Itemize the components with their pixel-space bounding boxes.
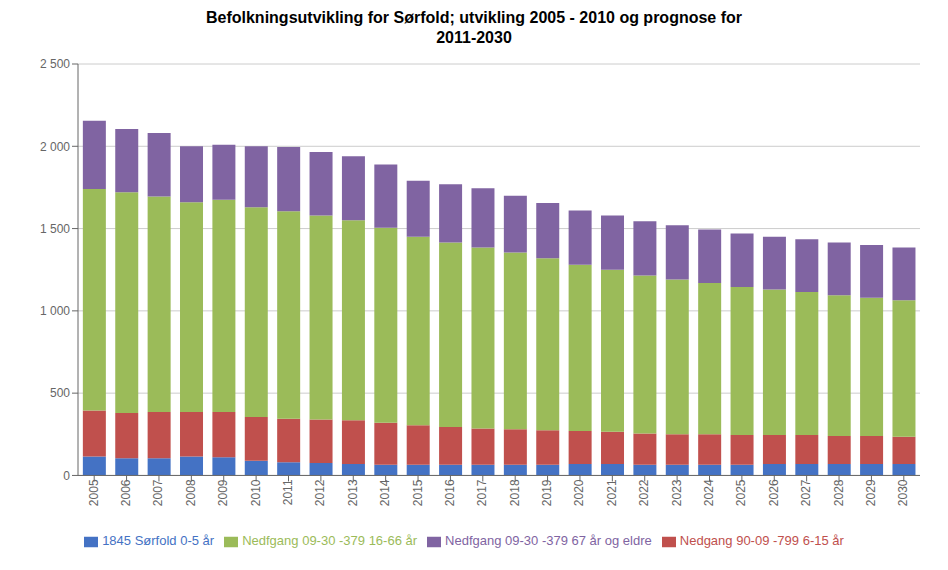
svg-text:2007: 2007 <box>151 479 165 506</box>
svg-text:2019: 2019 <box>540 479 554 506</box>
svg-text:2013: 2013 <box>346 479 360 506</box>
svg-text:2025: 2025 <box>734 479 748 506</box>
svg-text:2028: 2028 <box>832 479 846 506</box>
html-text:Nedfgang 09-30 -379 67 år og e: Nedfgang 09-30 -379 67 år og eldre <box>445 533 652 549</box>
svg-text:2023: 2023 <box>670 479 684 506</box>
svg-text:2012: 2012 <box>313 479 327 506</box>
svg-text:2005: 2005 <box>87 479 101 506</box>
svg-text:2020: 2020 <box>572 479 586 506</box>
svg-text:2 500: 2 500 <box>40 57 70 71</box>
svg-text:2022: 2022 <box>637 479 651 506</box>
svg-text:2026: 2026 <box>767 479 781 506</box>
svg-text:2010: 2010 <box>249 479 263 506</box>
svg-text:2 000: 2 000 <box>40 140 70 154</box>
svg-text:2011: 2011 <box>281 479 295 505</box>
html-text:Nedgang 90-09 -799 6-15 år: Nedgang 90-09 -799 6-15 år <box>679 533 844 549</box>
svg-text:2029: 2029 <box>864 479 878 506</box>
svg-text:2015: 2015 <box>411 479 425 506</box>
svg-text:2018: 2018 <box>508 479 522 506</box>
svg-text:2030: 2030 <box>896 479 910 506</box>
svg-text:2017: 2017 <box>475 479 489 506</box>
svg-text:2024: 2024 <box>702 479 716 506</box>
svg-text:0: 0 <box>63 469 70 483</box>
svg-text:2027: 2027 <box>799 479 813 506</box>
svg-text:2016: 2016 <box>443 479 457 506</box>
svg-text:2021: 2021 <box>605 479 619 506</box>
svg-text:500: 500 <box>50 386 70 400</box>
html-text:2011-2030: 2011-2030 <box>436 29 512 46</box>
svg-text:2014: 2014 <box>378 479 392 506</box>
svg-text:1 500: 1 500 <box>40 222 70 236</box>
svg-text:2006: 2006 <box>119 479 133 506</box>
html-text:Befolkningsutvikling for Sørfo: Befolkningsutvikling for Sørfold; utvikl… <box>206 9 742 26</box>
html-text:Nedfgang 09-30 -379 16-66 år: Nedfgang 09-30 -379 16-66 år <box>242 533 418 549</box>
svg-text:2009: 2009 <box>216 479 230 506</box>
html-text:1845 Sørfold 0-5 år: 1845 Sørfold 0-5 år <box>102 533 215 549</box>
svg-text:2008: 2008 <box>184 479 198 506</box>
svg-text:1 000: 1 000 <box>40 304 70 318</box>
